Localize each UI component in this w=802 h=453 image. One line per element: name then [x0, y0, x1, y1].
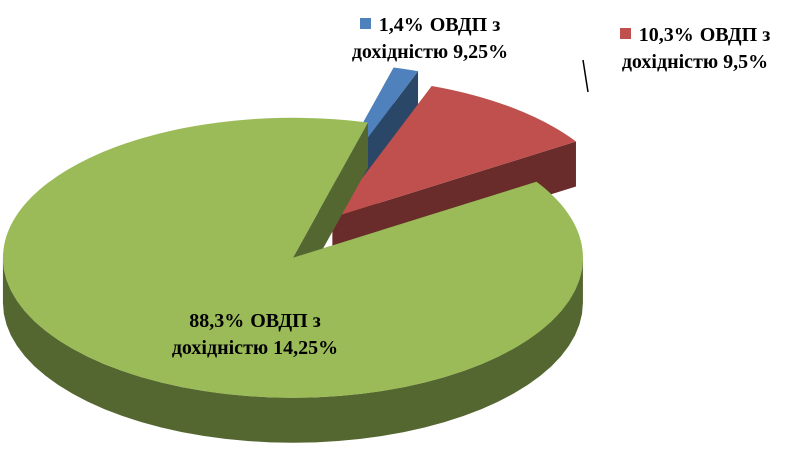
leader-line: [582, 59, 589, 93]
value-label: 10,3%: [638, 24, 694, 46]
data-label: 88,3% ОВДП з дохідністю 14,25%: [150, 308, 360, 362]
legend-key: [619, 28, 631, 39]
pie-slice: [2, 117, 583, 398]
data-label: 1,4% ОВДП з дохідністю 9,25%: [330, 12, 530, 66]
category-label: ОВДП з дохідністю 14,25%: [171, 310, 339, 359]
pie-slice: [332, 85, 576, 218]
category-label: ОВДП з дохідністю 9,5%: [621, 24, 771, 73]
value-label: 1,4%: [378, 14, 424, 36]
value-label: 88,3%: [189, 310, 245, 332]
slice-wall: [2, 257, 583, 443]
category-label: ОВДП з дохідністю 9,25%: [351, 14, 509, 63]
data-label: 10,3% ОВДП з дохідністю 9,5%: [585, 22, 802, 76]
legend-key: [359, 18, 371, 29]
